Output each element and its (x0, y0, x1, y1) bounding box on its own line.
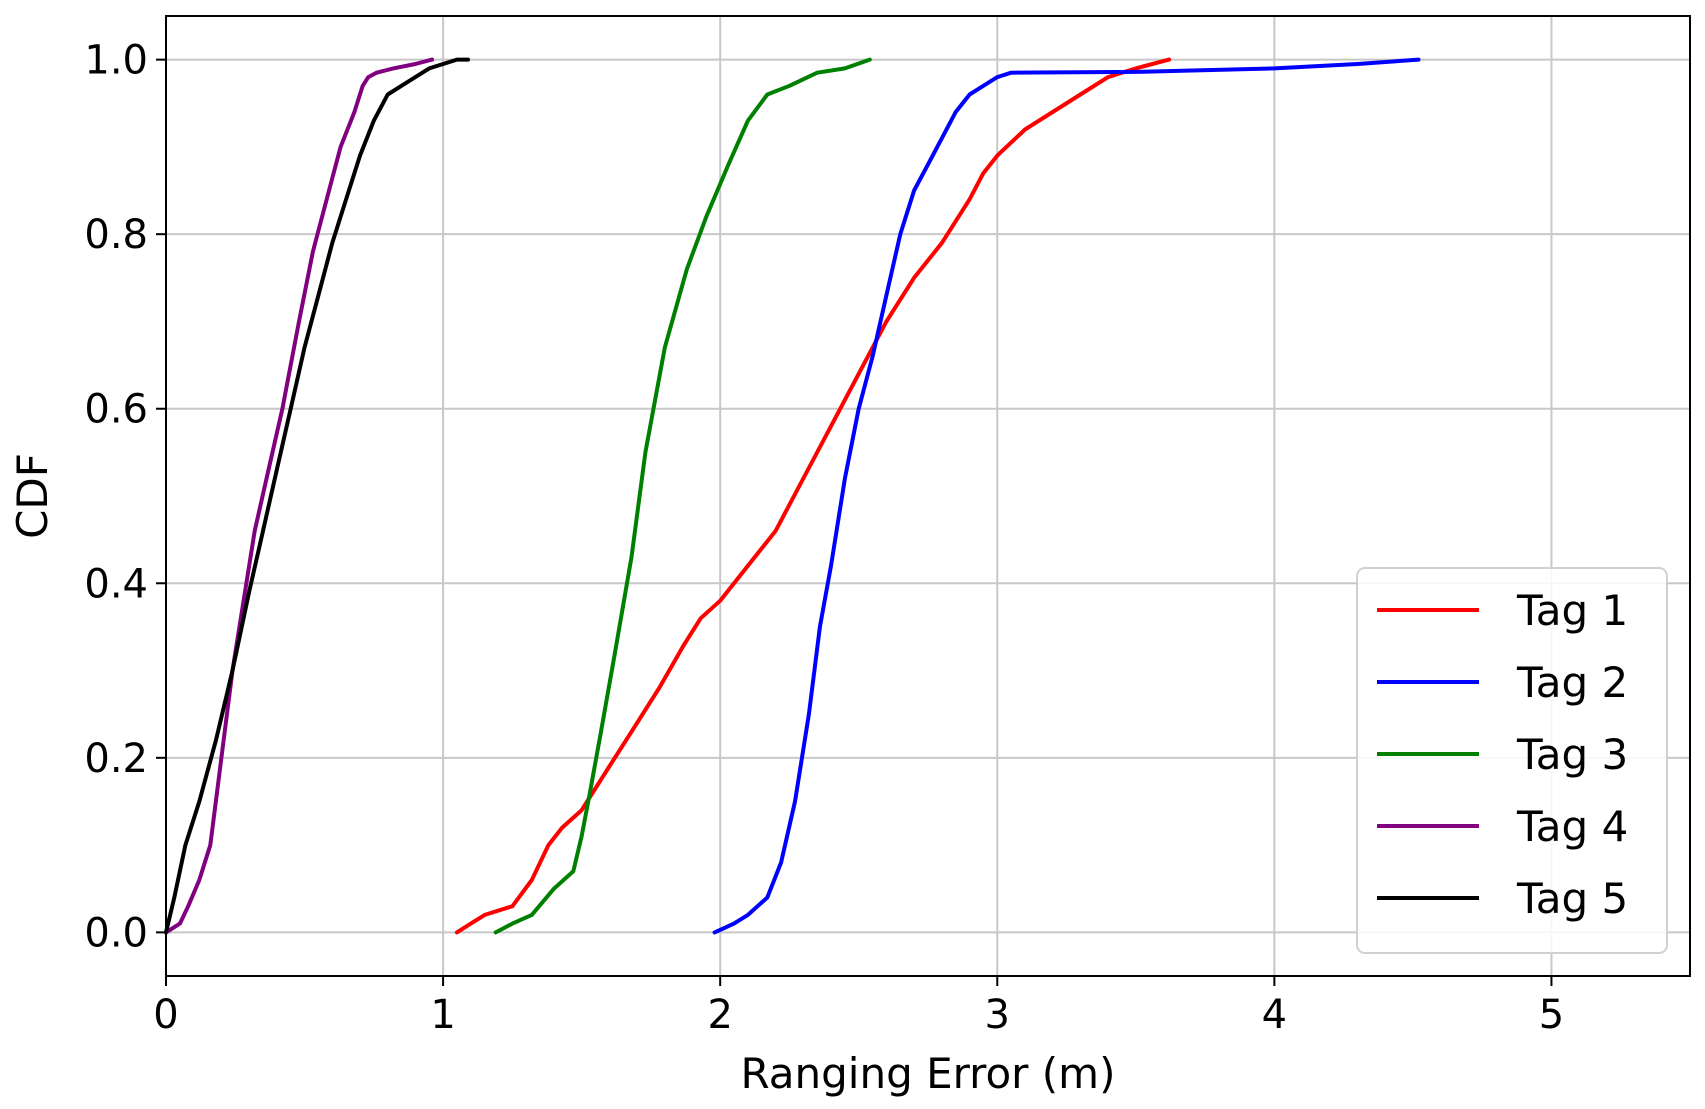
y-tick-label: 0.2 (84, 736, 148, 782)
legend-label: Tag 1 (1516, 586, 1628, 635)
series-line-1 (454, 57, 1172, 935)
legend-label: Tag 4 (1516, 802, 1628, 851)
x-tick-label: 1 (430, 992, 455, 1038)
legend-label: Tag 5 (1516, 874, 1628, 923)
x-tick-label: 3 (985, 992, 1010, 1038)
y-tick-label: 0.8 (84, 212, 148, 258)
axis-ticks: 0 1 2 3 4 5 0.0 0.2 0.4 0.6 0.8 1.0 (84, 38, 1564, 1038)
legend-frame (1356, 567, 1668, 954)
legend: Tag 1 Tag 2 Tag 3 Tag 4 Tag 5 (1356, 567, 1668, 954)
series-line-3 (493, 57, 872, 935)
grid (165, 16, 1690, 976)
series-line-2 (712, 57, 1421, 935)
x-tick-label: 0 (153, 992, 178, 1038)
series-line-4 (164, 57, 434, 935)
y-axis-label: CDF (8, 453, 57, 539)
x-tick-label: 4 (1262, 992, 1287, 1038)
y-tick-label: 1.0 (84, 38, 148, 84)
series-line-5 (164, 57, 470, 935)
legend-label: Tag 2 (1516, 658, 1628, 707)
legend-label: Tag 3 (1516, 730, 1628, 779)
plot-frame (165, 15, 1691, 977)
x-axis-label: Ranging Error (m) (741, 1049, 1116, 1098)
y-tick-label: 0.0 (84, 910, 148, 956)
x-tick-label: 2 (707, 992, 732, 1038)
x-tick-label: 5 (1539, 992, 1564, 1038)
y-tick-label: 0.4 (84, 561, 148, 607)
series-layer (164, 57, 1421, 935)
y-tick-label: 0.6 (84, 387, 148, 433)
